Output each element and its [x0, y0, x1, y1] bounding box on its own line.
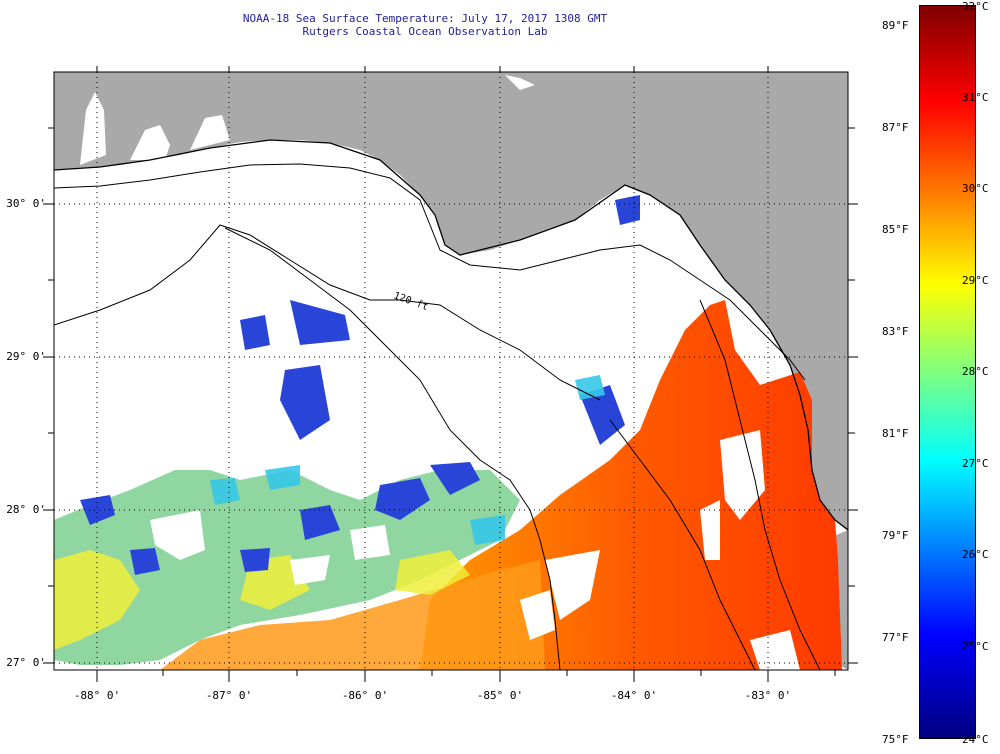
- lon-label: -83° 0': [744, 689, 792, 702]
- colorbar-c-label: 24°C: [962, 733, 989, 746]
- lon-label: -86° 0': [341, 689, 389, 702]
- colorbar-f-label: 87°F: [882, 121, 909, 134]
- colorbar-c-label: 28°C: [962, 365, 989, 378]
- map-title: NOAA-18 Sea Surface Temperature: July 17…: [242, 12, 608, 25]
- colorbar-f-label: 79°F: [882, 529, 909, 542]
- isobath-near: [54, 163, 806, 381]
- lat-label: 30° 0': [6, 197, 46, 210]
- bay-water: [130, 125, 170, 160]
- colorbar-c-label: 30°C: [962, 182, 989, 195]
- lake: [505, 75, 535, 90]
- sst-orange-band: [160, 560, 545, 670]
- land-mass: [54, 72, 848, 530]
- temperature-colorbar: [919, 5, 976, 739]
- colorbar-c-label: 27°C: [962, 457, 989, 470]
- colorbar-f-label: 75°F: [882, 733, 909, 746]
- lon-label: -84° 0': [610, 689, 658, 702]
- cloud-patch: [520, 590, 555, 640]
- bay-water: [80, 92, 106, 165]
- lon-label: -85° 0': [476, 689, 524, 702]
- isobath-inner: [699, 299, 821, 670]
- cloud-patch: [545, 550, 600, 620]
- isobath-120ft: [54, 224, 601, 401]
- tick-marks: [43, 66, 858, 682]
- colorbar-c-label: 32°C: [962, 0, 989, 13]
- map-frame: [53, 71, 849, 671]
- colorbar-f-label: 83°F: [882, 325, 909, 338]
- colorbar-f-label: 85°F: [882, 223, 909, 236]
- lat-label: 27° 0': [6, 656, 46, 669]
- cloud-patch: [350, 525, 390, 560]
- colorbar-c-label: 25°C: [962, 640, 989, 653]
- coastline: [54, 139, 848, 531]
- cloud-patch: [720, 430, 765, 520]
- lat-label: 29° 0': [6, 350, 46, 363]
- lon-label: -87° 0': [205, 689, 253, 702]
- cloud-patch: [750, 630, 800, 670]
- sst-yellow-patches: [54, 550, 470, 650]
- isobath-deep: [224, 227, 561, 670]
- cloud-patch: [700, 500, 720, 560]
- bay-water: [190, 115, 230, 150]
- colorbar-f-label: 77°F: [882, 631, 909, 644]
- cloud-patch: [150, 510, 205, 560]
- lat-label: 28° 0': [6, 503, 46, 516]
- map-subtitle: Rutgers Coastal Ocean Observation Lab: [302, 25, 548, 38]
- cloud-patch: [290, 555, 330, 585]
- colorbar-c-label: 29°C: [962, 274, 989, 287]
- colorbar-f-label: 89°F: [882, 19, 909, 32]
- colorbar-c-label: 26°C: [962, 548, 989, 561]
- lon-label: -88° 0': [73, 689, 121, 702]
- colorbar-f-label: 81°F: [882, 427, 909, 440]
- colorbar-c-label: 31°C: [962, 91, 989, 104]
- isobath-shelf: [609, 419, 756, 670]
